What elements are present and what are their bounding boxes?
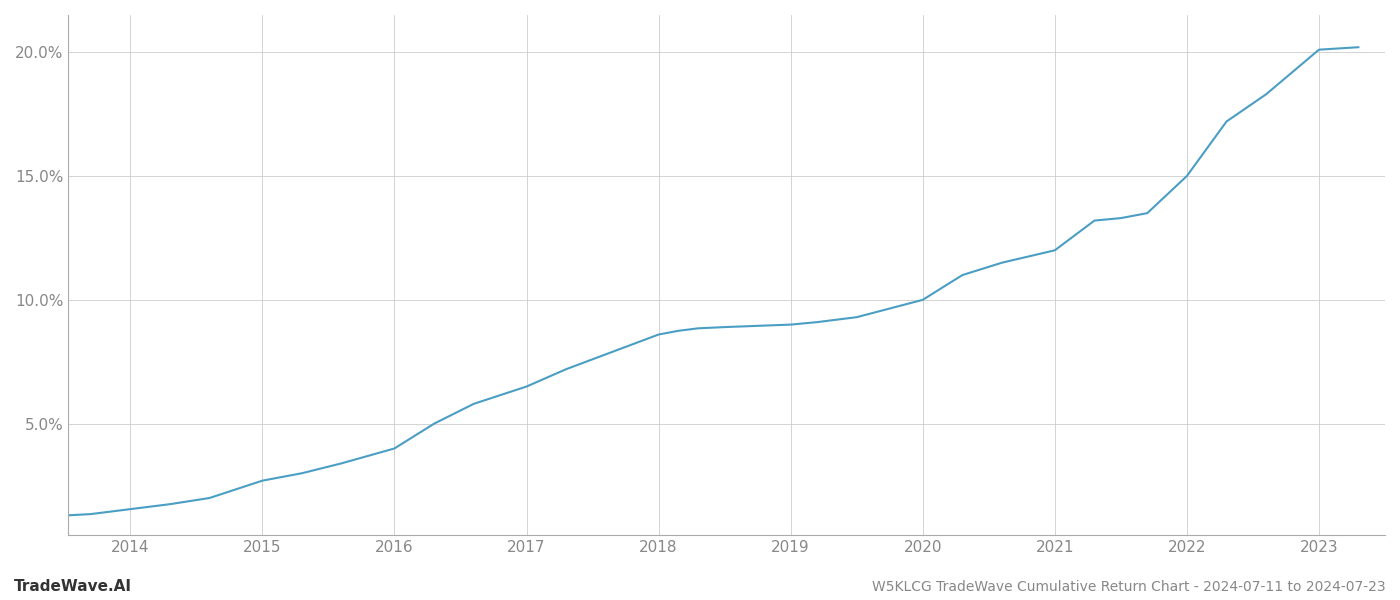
Text: W5KLCG TradeWave Cumulative Return Chart - 2024-07-11 to 2024-07-23: W5KLCG TradeWave Cumulative Return Chart… — [872, 580, 1386, 594]
Text: TradeWave.AI: TradeWave.AI — [14, 579, 132, 594]
